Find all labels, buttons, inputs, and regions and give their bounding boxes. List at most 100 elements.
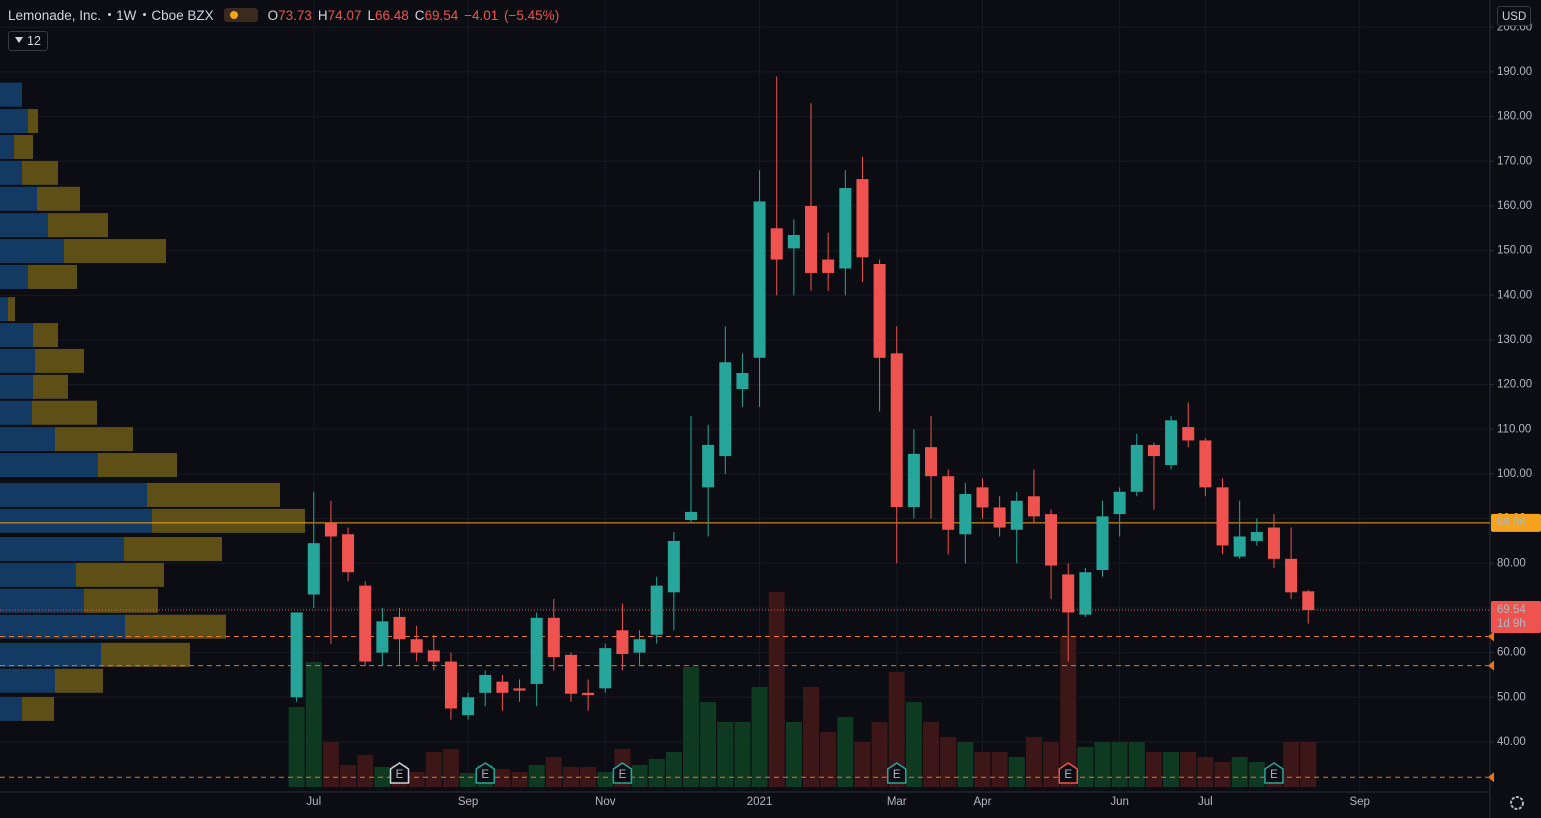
volume-bar — [305, 662, 322, 787]
candle-body — [1182, 427, 1195, 441]
profile-down — [98, 453, 177, 478]
volume-bar — [1180, 752, 1197, 787]
candle-body — [719, 362, 732, 457]
volume-bar — [888, 672, 905, 787]
separator — [143, 13, 147, 17]
profile-down — [125, 614, 226, 639]
volume-bar — [1231, 757, 1248, 787]
y-tick-label: 160.00 — [1497, 200, 1532, 212]
candle-body — [907, 453, 920, 508]
profile-up — [0, 186, 37, 211]
profile-down — [55, 668, 103, 693]
volume-bar — [1094, 742, 1111, 787]
earnings-marker[interactable]: E — [612, 762, 633, 784]
profile-down — [28, 264, 77, 289]
profile-down — [76, 562, 164, 587]
y-tick-label: 40.00 — [1497, 736, 1526, 748]
profile-down — [55, 427, 133, 452]
profile-up — [0, 427, 55, 452]
y-tick-label: 110.00 — [1497, 423, 1531, 435]
high-value: 74.07 — [327, 8, 362, 23]
profile-up — [0, 297, 8, 322]
earnings-marker[interactable]: E — [389, 762, 410, 784]
profile-down — [14, 134, 33, 159]
profile-down — [147, 482, 280, 507]
volume-bar — [1300, 742, 1317, 787]
profile-up — [0, 109, 28, 134]
earnings-badge — [1058, 762, 1078, 784]
earnings-marker[interactable]: E — [475, 762, 495, 784]
volume-bar — [768, 592, 785, 787]
volume-bar — [648, 759, 665, 787]
candle-body — [307, 543, 320, 595]
open-label: O — [267, 8, 279, 23]
volume-bar — [494, 769, 511, 787]
candle-body — [805, 205, 818, 273]
currency-button[interactable]: USD — [1497, 6, 1531, 26]
open-value: 73.73 — [278, 8, 312, 23]
profile-up — [0, 642, 101, 667]
profile-up — [0, 508, 152, 533]
profile-down — [32, 400, 97, 425]
volume-bar — [751, 687, 768, 787]
price-label-box — [1491, 513, 1541, 532]
earnings-marker[interactable]: E — [1058, 762, 1078, 784]
volume-bar — [854, 742, 871, 787]
candle-body — [359, 585, 372, 662]
earnings-marker[interactable]: E — [886, 762, 907, 784]
interval[interactable]: 1W — [116, 8, 137, 23]
candle-body — [633, 639, 646, 653]
candle-body — [650, 585, 663, 635]
y-tick-label: 100.00 — [1497, 468, 1532, 480]
countdown-label: 1d 9h — [1497, 618, 1526, 630]
settings-icon[interactable] — [1510, 796, 1524, 810]
volume-bar — [1043, 742, 1060, 787]
earnings-marker[interactable]: E — [1264, 762, 1284, 784]
volume-bar — [682, 667, 699, 787]
change-percent: (−5.45%) — [504, 8, 560, 23]
x-tick-label: Jul — [306, 796, 321, 808]
volume-bar — [734, 722, 751, 787]
candle-body — [1027, 496, 1040, 517]
profile-down — [152, 508, 305, 533]
earnings-label: E — [1270, 769, 1278, 781]
candle-body — [856, 179, 869, 258]
volume-bar — [597, 772, 614, 787]
candle-body — [342, 534, 355, 573]
volume-bar — [528, 765, 545, 787]
profile-up — [0, 453, 98, 478]
candle-body — [1216, 487, 1229, 546]
price-marker — [1488, 631, 1494, 642]
y-tick-label: 50.00 — [1497, 691, 1526, 703]
last-price-box — [1491, 601, 1541, 634]
symbol: Lemonade, Inc. — [8, 8, 102, 23]
x-tick-label: Apr — [974, 796, 992, 808]
earnings-label: E — [619, 769, 627, 781]
y-tick-label: 170.00 — [1497, 155, 1532, 167]
volume-bar — [322, 742, 339, 787]
candle-body — [616, 630, 629, 654]
candle-body — [496, 681, 509, 693]
profile-up — [0, 536, 124, 561]
indicators-toggle[interactable]: 12 — [8, 31, 48, 51]
volume-bar — [957, 742, 974, 787]
volume-bar — [425, 752, 442, 787]
candle-body — [822, 259, 835, 273]
candle-body — [1130, 444, 1143, 492]
candle-body — [753, 201, 766, 358]
volume-bar — [820, 732, 837, 787]
candle-body — [582, 692, 595, 696]
y-tick-label: 180.00 — [1497, 111, 1532, 123]
candle-body — [462, 697, 475, 716]
profile-up — [0, 374, 33, 399]
profile-up — [0, 588, 84, 613]
y-tick-label: 120.00 — [1497, 379, 1532, 391]
market-status-icon[interactable] — [223, 8, 258, 22]
candle-body — [942, 476, 955, 530]
earnings-label: E — [481, 769, 489, 781]
candle-body — [1302, 591, 1315, 611]
candle-body — [1199, 440, 1212, 488]
candle-body — [324, 523, 337, 537]
candle-body — [1113, 491, 1126, 515]
